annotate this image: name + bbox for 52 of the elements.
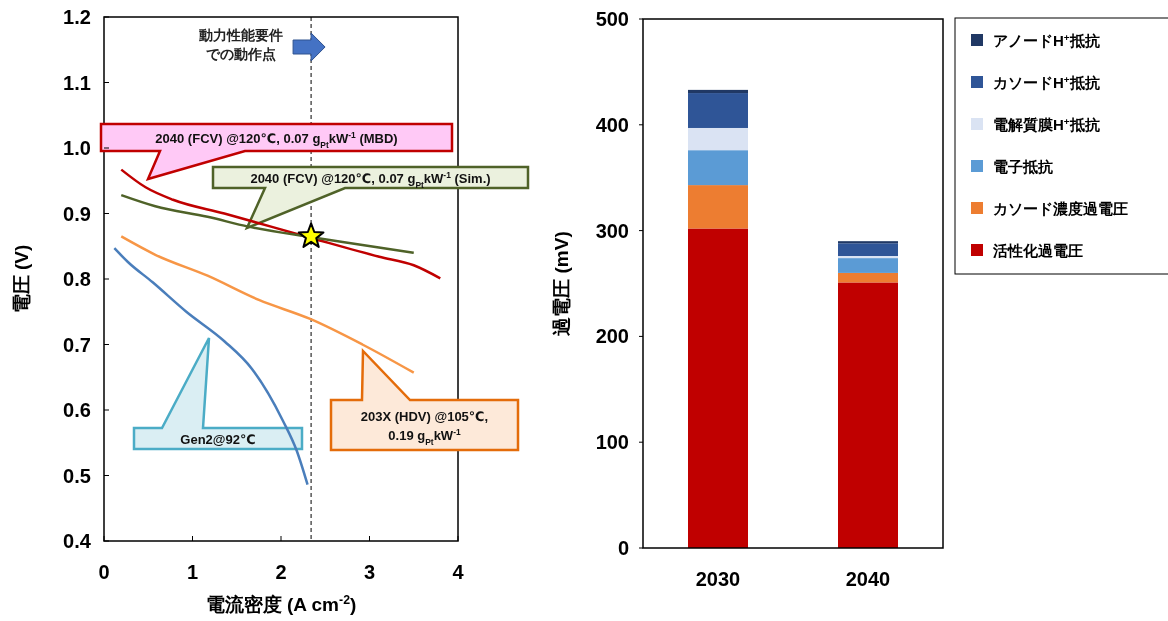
y-tick-label: 100 xyxy=(595,431,629,454)
y-axis-title: 過電圧 (mV) xyxy=(551,231,572,337)
x-tick-label: 1 xyxy=(186,561,199,583)
y-tick-label: 0.9 xyxy=(63,202,91,225)
y-tick-label: 200 xyxy=(595,325,629,348)
bar xyxy=(688,185,748,229)
bar xyxy=(688,127,748,151)
line-series xyxy=(120,168,442,280)
bar xyxy=(688,89,748,94)
y-tick-label: 1.2 xyxy=(63,6,91,28)
bar xyxy=(838,243,898,256)
annotation: 2040 (FCV) @120℃, 0.07 g$_{Pt}$kW$^{-1}$ (Sim.) xyxy=(250,169,491,190)
y-tick-label: 0.6 xyxy=(63,399,91,421)
bar xyxy=(688,150,748,186)
x-tick-label: 3 xyxy=(363,561,376,583)
y-tick-label: 400 xyxy=(595,113,629,136)
annotation: Gen2@92℃ xyxy=(180,431,256,447)
bar xyxy=(838,282,898,548)
ref-line-label: 動力性能要件での動作点 xyxy=(198,27,284,62)
bar xyxy=(688,228,748,548)
bar xyxy=(838,255,898,259)
legend-label: 活性化過電圧 xyxy=(992,242,1083,259)
bar xyxy=(838,272,898,283)
legend-label: アノードH$^{+}$抵抗 xyxy=(993,31,1100,49)
legend-label: カソード濃度過電圧 xyxy=(993,200,1128,217)
x-tick-label: 2030 xyxy=(695,568,741,590)
line-series xyxy=(113,246,309,486)
annotation: 2040 (FCV) @120℃, 0.07 g$_{Pt}$kW$^{-1}$ (MBD) xyxy=(155,129,398,150)
y-tick-label: 0.8 xyxy=(63,268,91,290)
legend-label: 電解質膜H$^{+}$抵抗 xyxy=(993,115,1100,134)
y-tick-label: 500 xyxy=(595,8,629,30)
line-series xyxy=(120,235,415,374)
legend-label: カソードH$^{+}$抵抗 xyxy=(993,73,1100,91)
bar xyxy=(838,258,898,273)
y-tick-label: 300 xyxy=(595,219,629,242)
y-tick-label: 0.4 xyxy=(63,530,92,552)
bar xyxy=(688,93,748,128)
y-axis-title: 電圧 (V) xyxy=(11,244,32,314)
y-tick-label: 0.5 xyxy=(63,464,91,487)
line-series xyxy=(120,193,415,255)
x-tick-label: 2040 xyxy=(845,568,891,590)
bar xyxy=(838,241,898,244)
x-tick-label: 2 xyxy=(275,561,287,583)
y-tick-label: 0.7 xyxy=(63,333,91,356)
y-tick-label: 1.1 xyxy=(63,71,91,94)
legend-label: 電子抵抗 xyxy=(993,158,1053,175)
annotation: 203X (HDV) @105℃, 0.19 g$_{Pt}$kW$^{-1}$ xyxy=(360,409,489,447)
y-tick-label: 1.0 xyxy=(63,137,91,159)
x-axis-title: 電流密度 (A cm$^{-2}$) xyxy=(205,593,357,615)
y-tick-label: 0 xyxy=(617,537,629,559)
x-tick-label: 4 xyxy=(452,561,465,583)
x-tick-label: 0 xyxy=(98,561,110,583)
